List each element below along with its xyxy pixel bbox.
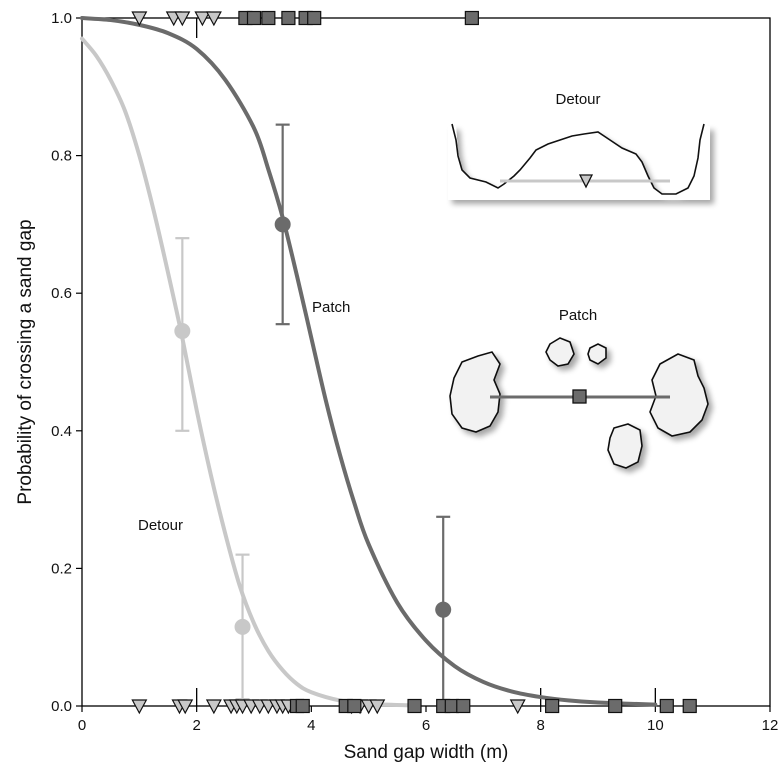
patch-habitat-right: [649, 353, 709, 437]
patch-crossed-marker: [307, 10, 322, 26]
detour-failed-marker: [131, 699, 148, 715]
detour-crossed-marker: [131, 11, 148, 27]
patch-failed-marker: [347, 698, 362, 714]
x-tick-label: 4: [307, 717, 315, 734]
x-axis-title: Sand gap width (m): [344, 742, 509, 763]
patch-failed-marker: [407, 698, 422, 714]
patch-island-bottom: [607, 423, 643, 469]
x-tick-label: 10: [647, 717, 664, 734]
fitted-curves: [80, 16, 658, 708]
observations: [131, 10, 697, 715]
x-tick-label: 6: [422, 717, 430, 734]
detour-failed-marker: [369, 699, 386, 715]
detour-failed-marker: [205, 699, 222, 715]
patch-failed-marker: [295, 698, 310, 714]
patch-crossed-marker: [281, 10, 296, 26]
detour-crossed-marker: [194, 11, 211, 27]
patch-island-small-a: [545, 337, 575, 367]
y-tick-label: 0.6: [51, 285, 72, 302]
y-tick-label: 0.4: [51, 423, 72, 440]
patch-island-small-b: [587, 343, 607, 365]
detour-failed-marker: [509, 699, 526, 715]
patch-habitat-left: [449, 351, 501, 433]
binned-means: [174, 123, 452, 708]
x-tick-label: 0: [78, 717, 86, 734]
axes: 0 2 4 6 8 10 12 0.0 0.2 0.4 0.6 0.8 1.0: [51, 10, 778, 734]
patch-mean-point: [274, 216, 291, 233]
detour-fitted-curve: [80, 36, 414, 708]
y-tick-label: 1.0: [51, 10, 72, 27]
x-tick-label: 8: [536, 717, 544, 734]
detour-inset-label: Detour: [555, 91, 600, 108]
detour-inset: Detour: [448, 91, 710, 200]
detour-failed-marker: [177, 699, 194, 715]
patch-failed-marker: [608, 698, 623, 714]
patch-failed-marker: [682, 698, 697, 714]
detour-habitat-shape: [448, 126, 710, 200]
detour-mean-point: [174, 323, 191, 340]
detour-habitat-outline: [451, 123, 705, 195]
patch-failed-marker: [545, 698, 560, 714]
detour-marker-icon: [578, 174, 594, 189]
y-tick-label: 0.2: [51, 560, 72, 577]
patch-inset-label: Patch: [559, 307, 597, 324]
detour-crossed-marker: [205, 11, 222, 27]
detour-mean-point: [234, 618, 251, 635]
patch-crossed-marker: [464, 10, 479, 26]
x-tick-label: 12: [762, 717, 779, 734]
patch-failed-marker: [456, 698, 471, 714]
patch-failed-marker: [659, 698, 674, 714]
patch-inset: Patch: [449, 307, 709, 469]
patch-marker-icon: [572, 389, 587, 404]
patch-crossed-marker: [261, 10, 276, 26]
y-tick-label: 0.8: [51, 148, 72, 165]
y-axis-title: Probability of crossing a sand gap: [15, 219, 36, 504]
detour-curve-label: Detour: [138, 517, 183, 534]
patch-crossed-marker: [246, 10, 262, 26]
patch-fitted-curve: [80, 16, 658, 707]
detour-crossed-marker: [174, 11, 191, 27]
patch-mean-point: [435, 601, 452, 618]
y-tick-label: 0.0: [51, 698, 72, 715]
x-tick-label: 2: [192, 717, 200, 734]
patch-curve-label: Patch: [312, 299, 350, 316]
